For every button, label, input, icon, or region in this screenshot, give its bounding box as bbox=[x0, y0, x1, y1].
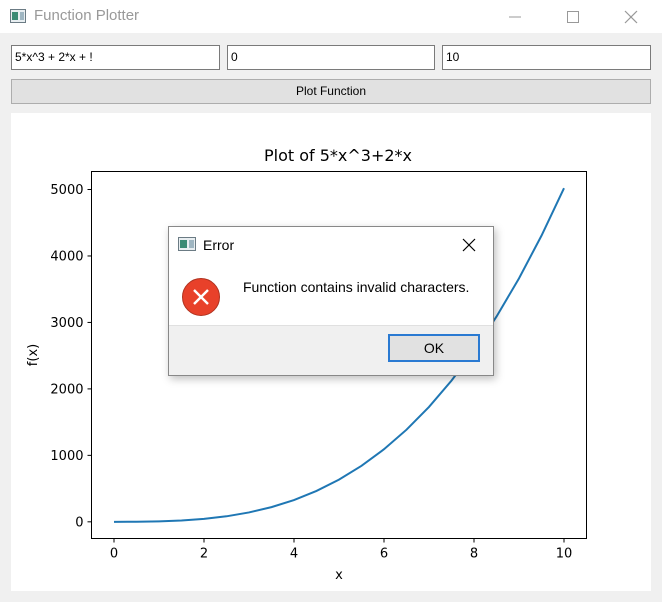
x-tick-label: 2 bbox=[200, 547, 208, 562]
y-axis: 0 1000 2000 3000 4000 5000 bbox=[50, 183, 92, 530]
x-axis: 0 2 4 6 8 10 bbox=[110, 538, 573, 562]
function-input[interactable]: 5*x^3 + 2*x + ! bbox=[11, 45, 220, 70]
app-window-icon bbox=[10, 9, 26, 23]
maximize-button[interactable] bbox=[544, 0, 602, 33]
close-icon bbox=[462, 238, 476, 252]
y-tick-label: 4000 bbox=[50, 249, 83, 264]
max-x-input[interactable]: 10 bbox=[442, 45, 651, 70]
y-tick-label: 5000 bbox=[50, 183, 83, 198]
x-axis-label: x bbox=[335, 568, 343, 583]
y-tick-label: 2000 bbox=[50, 382, 83, 397]
error-message: Function contains invalid characters. bbox=[243, 279, 470, 295]
min-x-input[interactable]: 0 bbox=[227, 45, 435, 70]
x-tick-label: 4 bbox=[290, 547, 298, 562]
plot-function-button[interactable]: Plot Function bbox=[11, 79, 651, 104]
chart-title: Plot of 5*x^3+2*x bbox=[264, 146, 412, 165]
dialog-close-button[interactable] bbox=[455, 233, 483, 257]
x-tick-label: 0 bbox=[110, 547, 118, 562]
y-tick-label: 1000 bbox=[50, 449, 83, 464]
close-button[interactable] bbox=[602, 0, 660, 33]
line-chart: Plot of 5*x^3+2*x 0 2 4 6 8 10 0 1000 2000 3000 4… bbox=[26, 146, 587, 583]
minimize-icon bbox=[509, 16, 521, 17]
ok-button[interactable]: OK bbox=[388, 334, 480, 362]
minimize-button[interactable] bbox=[486, 0, 544, 33]
y-tick-label: 3000 bbox=[50, 316, 83, 331]
window-title: Function Plotter bbox=[34, 7, 140, 24]
maximize-icon bbox=[567, 10, 579, 23]
y-axis-label: f(x) bbox=[26, 344, 41, 366]
x-tick-label: 10 bbox=[556, 547, 573, 562]
x-tick-label: 6 bbox=[380, 547, 388, 562]
error-icon bbox=[182, 278, 220, 316]
dialog-title: Error bbox=[203, 237, 235, 253]
close-icon bbox=[624, 10, 638, 23]
error-dialog: Error Function contains invalid characte… bbox=[168, 226, 494, 376]
y-tick-label: 0 bbox=[75, 515, 83, 530]
title-bar: Function Plotter bbox=[0, 0, 662, 33]
dialog-window-icon bbox=[178, 237, 196, 251]
plot-area-frame bbox=[91, 171, 587, 539]
x-tick-label: 8 bbox=[470, 547, 478, 562]
